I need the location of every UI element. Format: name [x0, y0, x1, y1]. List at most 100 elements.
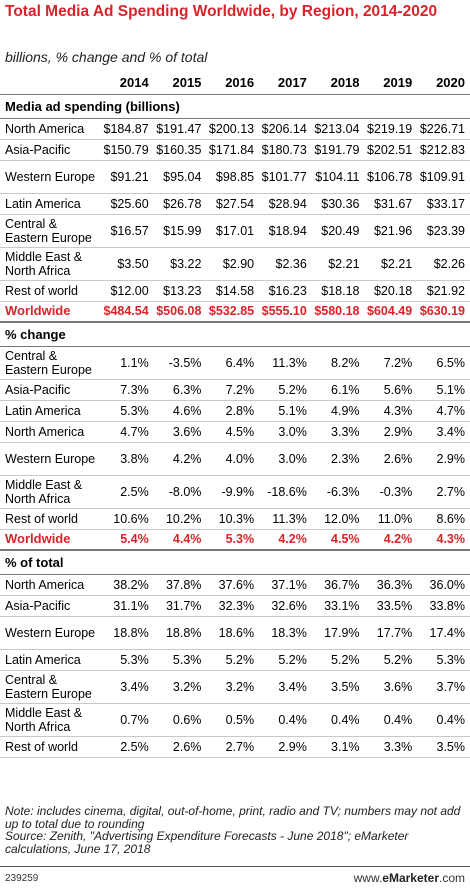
table-cell: 5.2% — [259, 649, 312, 671]
table-cell: 3.6% — [364, 670, 418, 704]
table-cell: 7.2% — [364, 346, 418, 380]
header-year: 2020 — [417, 72, 470, 95]
table-cell: 5.3% — [153, 649, 207, 671]
table-cell: 17.9% — [311, 616, 365, 650]
table-row: Central & Eastern Europe 3.4% 3.2% 3.2% 3.4%… — [0, 670, 470, 704]
table-cell: 3.0% — [259, 421, 312, 443]
table-cell: 5.1% — [259, 400, 312, 422]
table-cell: 37.8% — [153, 574, 207, 596]
table-cell: 7.2% — [206, 379, 260, 401]
table-cell: 5.2% — [206, 649, 260, 671]
table-cell: $506.08 — [153, 301, 207, 323]
table-cell: $109.91 — [417, 160, 470, 194]
table-cell: 2.7% — [206, 736, 260, 758]
table-cell: 4.7% — [417, 400, 470, 422]
row-label: Asia-Pacific — [0, 595, 101, 617]
table-row: Central & Eastern Europe 1.1% -3.5% 6.4% 11.… — [0, 346, 470, 380]
table-cell: 4.9% — [311, 400, 365, 422]
table-cell: 6.4% — [206, 346, 260, 380]
table-cell: $630.19 — [417, 301, 470, 323]
row-label: Latin America — [0, 400, 101, 422]
table-row: Western Europe 18.8% 18.8% 18.6% 18.3% 17.9% 1… — [0, 616, 470, 650]
table-cell: $14.58 — [206, 280, 260, 302]
table-cell: 3.3% — [364, 736, 418, 758]
table-cell: 11.3% — [259, 346, 312, 380]
table-cell: 18.3% — [259, 616, 312, 650]
row-label: Middle East & North Africa — [0, 703, 101, 737]
table-cell: 0.4% — [364, 703, 418, 737]
table-cell: 32.6% — [259, 595, 312, 617]
table-cell: $580.18 — [311, 301, 365, 323]
table-cell: 38.2% — [101, 574, 154, 596]
table-cell: 3.3% — [311, 421, 365, 443]
table-cell: $106.78 — [364, 160, 418, 194]
table-cell: 2.3% — [311, 442, 365, 476]
table-cell: 8.6% — [417, 508, 470, 530]
table-cell: $532.85 — [206, 301, 260, 323]
table-cell: 4.6% — [153, 400, 207, 422]
table-cell: $12.00 — [101, 280, 154, 302]
header-year: 2015 — [153, 72, 207, 95]
table-cell: 5.3% — [101, 649, 154, 671]
table-cell: 18.8% — [101, 616, 154, 650]
row-label: Latin America — [0, 193, 101, 215]
row-label: Asia-Pacific — [0, 139, 101, 161]
table-cell: $21.96 — [364, 214, 418, 248]
brand-logo: www.eMarketer.com — [354, 871, 465, 885]
table-cell: 18.8% — [153, 616, 207, 650]
table-cell: 2.9% — [417, 442, 470, 476]
table-cell: $2.21 — [311, 247, 365, 281]
table-cell: 31.7% — [153, 595, 207, 617]
data-table: 2014 2015 2016 2017 2018 2019 2020 Media… — [0, 72, 470, 758]
brand-name: eMarketer — [382, 871, 439, 885]
table-cell: 5.6% — [364, 379, 418, 401]
table-row: North America 38.2% 37.8% 37.6% 37.1% 36.7% 36… — [0, 574, 470, 596]
table-cell: $17.01 — [206, 214, 260, 248]
row-label: Western Europe — [0, 442, 101, 476]
table-cell: $219.19 — [364, 118, 418, 140]
table-cell: $191.79 — [311, 139, 365, 161]
table-cell: $213.04 — [311, 118, 365, 140]
table-cell: $184.87 — [101, 118, 154, 140]
header-label-cell — [0, 72, 101, 95]
table-cell: $150.79 — [101, 139, 154, 161]
table-cell: $2.26 — [417, 247, 470, 281]
section-heading: Media ad spending (billions) — [0, 94, 470, 119]
table-cell: 18.6% — [206, 616, 260, 650]
table-cell: $171.84 — [206, 139, 260, 161]
table-cell: 2.6% — [364, 442, 418, 476]
table-row: Rest of world 2.5% 2.6% 2.7% 2.9% 3.1% 3.3% 3.5… — [0, 736, 470, 758]
table-cell: $91.21 — [101, 160, 154, 194]
table-cell: 4.2% — [153, 442, 207, 476]
brand-suffix: .com — [438, 871, 465, 885]
table-cell: $18.18 — [311, 280, 365, 302]
table-cell: $16.57 — [101, 214, 154, 248]
row-label: North America — [0, 574, 101, 596]
header-year: 2014 — [101, 72, 154, 95]
row-label: Western Europe — [0, 616, 101, 650]
table-row: Middle East & North Africa 0.7% 0.6% 0.5% 0.… — [0, 703, 470, 737]
table-cell: $191.47 — [153, 118, 207, 140]
table-cell: 3.6% — [153, 421, 207, 443]
table-cell: 6.3% — [153, 379, 207, 401]
chart-title: Total Media Ad Spending Worldwide, by Re… — [5, 3, 438, 20]
table-cell: -8.0% — [153, 475, 207, 509]
row-label: Central & Eastern Europe — [0, 670, 101, 704]
table-cell: 5.3% — [101, 400, 154, 422]
table-cell: 10.6% — [101, 508, 154, 530]
footnote: Note: includes cinema, digital, out-of-h… — [5, 805, 467, 855]
row-label: Central & Eastern Europe — [0, 214, 101, 248]
table-cell: $104.11 — [311, 160, 365, 194]
table-cell: 37.1% — [259, 574, 312, 596]
chart-id: 239259 — [5, 873, 39, 884]
table-cell: $33.17 — [417, 193, 470, 215]
table-cell: 2.9% — [259, 736, 312, 758]
table-cell: 0.4% — [417, 703, 470, 737]
table-cell: $3.22 — [153, 247, 207, 281]
table-cell: 3.7% — [417, 670, 470, 704]
table-cell: 3.5% — [417, 736, 470, 758]
table-cell: $26.78 — [153, 193, 207, 215]
table-cell: 5.4% — [101, 529, 154, 551]
table-cell: -0.3% — [364, 475, 418, 509]
table-cell: 0.4% — [311, 703, 365, 737]
